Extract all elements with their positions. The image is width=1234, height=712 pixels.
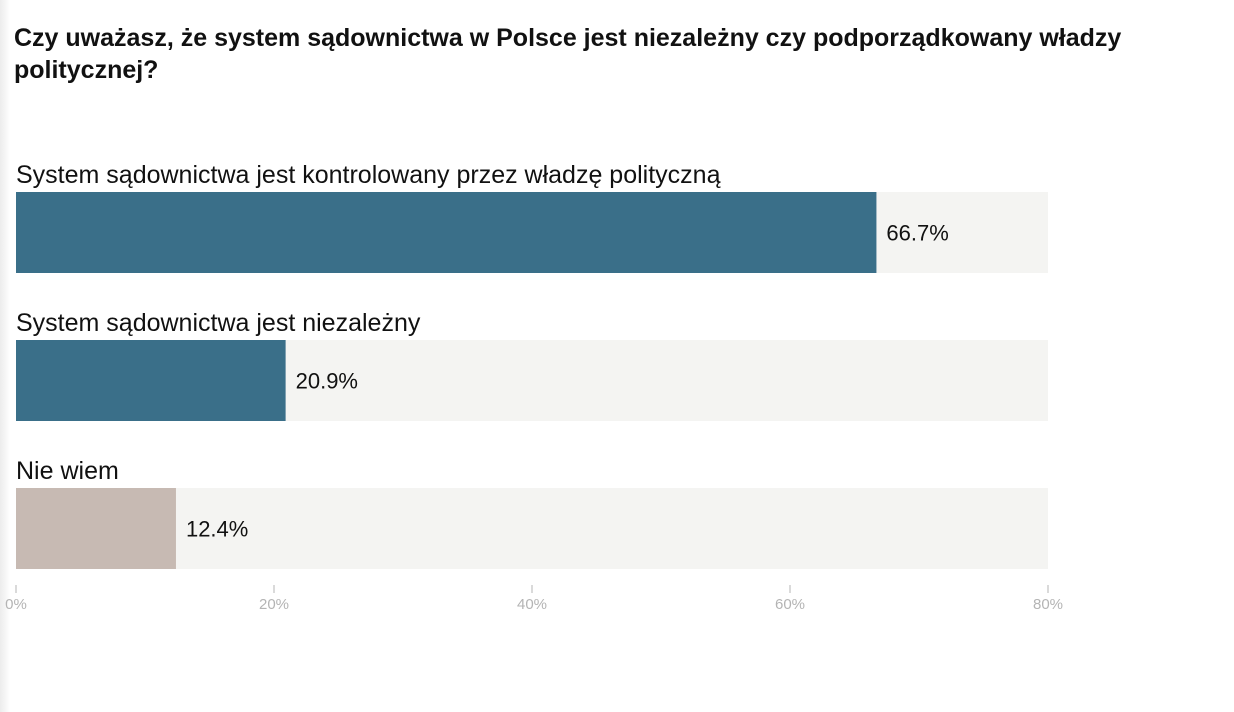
tick-label: 60% (775, 596, 805, 613)
chart-title: Czy uważasz, że system sądownictwa w Pol… (14, 24, 1122, 84)
bar-track (16, 488, 1048, 569)
tick-label: 20% (259, 596, 289, 613)
page-edge-shadow (0, 0, 10, 712)
category-label: System sądownictwa jest kontrolowany prz… (16, 161, 721, 189)
bar (16, 340, 286, 421)
value-label: 66.7% (886, 221, 948, 246)
value-label: 12.4% (186, 517, 248, 542)
bar (16, 488, 176, 569)
tick-label: 80% (1033, 596, 1063, 613)
bar (16, 192, 877, 273)
tick-label: 40% (517, 596, 547, 613)
category-label: Nie wiem (16, 457, 119, 485)
category-label: System sądownictwa jest niezależny (16, 309, 421, 337)
tick-label: 0% (5, 596, 27, 613)
value-label: 20.9% (296, 369, 358, 394)
